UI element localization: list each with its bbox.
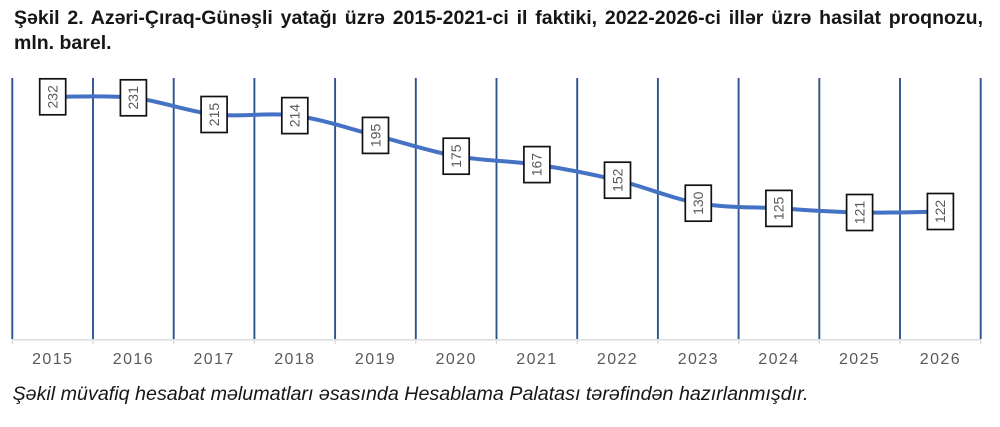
svg-text:2018: 2018 <box>274 351 315 368</box>
svg-text:2016: 2016 <box>113 351 154 368</box>
svg-text:2026: 2026 <box>920 351 961 368</box>
svg-text:175: 175 <box>448 144 464 168</box>
svg-text:2021: 2021 <box>516 351 557 368</box>
svg-text:231: 231 <box>125 86 141 110</box>
svg-text:2017: 2017 <box>193 351 234 368</box>
svg-text:2022: 2022 <box>597 351 638 368</box>
svg-text:130: 130 <box>690 191 706 215</box>
svg-text:2023: 2023 <box>678 351 719 368</box>
svg-text:121: 121 <box>851 201 867 225</box>
svg-text:2020: 2020 <box>436 351 477 368</box>
svg-text:2015: 2015 <box>32 351 73 368</box>
svg-text:167: 167 <box>529 153 545 177</box>
svg-text:122: 122 <box>932 200 948 224</box>
svg-text:125: 125 <box>771 197 787 221</box>
svg-text:152: 152 <box>609 168 625 192</box>
svg-text:214: 214 <box>287 104 303 128</box>
svg-text:2019: 2019 <box>355 351 396 368</box>
svg-text:215: 215 <box>206 103 222 127</box>
svg-text:2025: 2025 <box>839 351 880 368</box>
svg-text:232: 232 <box>44 85 60 109</box>
svg-text:195: 195 <box>367 124 383 148</box>
svg-text:2024: 2024 <box>758 351 799 368</box>
